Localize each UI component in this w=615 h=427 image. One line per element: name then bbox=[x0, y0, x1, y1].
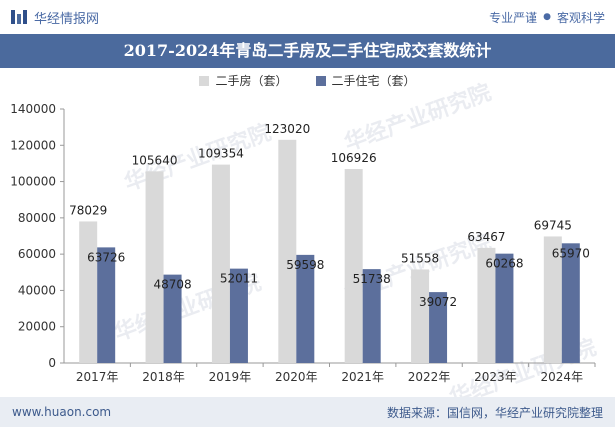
tagline-left: 专业严谨 bbox=[489, 10, 538, 25]
x-tick-label: 2022年 bbox=[408, 370, 451, 384]
footer-url[interactable]: www.huaon.com bbox=[12, 405, 112, 419]
bar-series-1 bbox=[145, 171, 164, 363]
y-tick-label: 40000 bbox=[18, 283, 56, 297]
x-tick-label: 2017年 bbox=[76, 370, 119, 384]
y-tick-label: 80000 bbox=[18, 211, 56, 225]
data-label-series-1: 69745 bbox=[534, 218, 572, 232]
data-label-series-1: 106926 bbox=[331, 151, 377, 165]
y-tick-label: 140000 bbox=[10, 102, 56, 116]
x-tick-label: 2018年 bbox=[142, 370, 185, 384]
y-tick-label: 120000 bbox=[10, 138, 56, 152]
bar-series-2 bbox=[495, 253, 514, 363]
tagline-right: 客观科学 bbox=[556, 10, 605, 25]
x-tick-label: 2024年 bbox=[541, 370, 584, 384]
bar-chart: 0 20000 40000 60000 80000 100000 120000 140000 2… bbox=[10, 102, 596, 384]
legend-swatch-series-2 bbox=[315, 75, 326, 86]
x-tick-label: 2021年 bbox=[341, 370, 384, 384]
logo-icon bbox=[11, 10, 27, 24]
tagline: 专业严谨 ● 客观科学 bbox=[489, 9, 605, 26]
data-label-series-1: 78029 bbox=[69, 203, 107, 217]
bar-series-2 bbox=[429, 292, 448, 363]
dot-icon: ● bbox=[543, 12, 551, 22]
bar-series-1 bbox=[477, 247, 496, 363]
bar-series-2 bbox=[163, 274, 182, 363]
legend-label-series-2: 二手住宅（套） bbox=[331, 74, 416, 88]
bar-series-1 bbox=[211, 164, 230, 363]
data-label-series-2: 60268 bbox=[485, 257, 523, 271]
legend-item-series-2: 二手住宅（套） bbox=[315, 72, 416, 89]
data-label-series-2: 52011 bbox=[220, 272, 258, 286]
legend-label-series-1: 二手房（套） bbox=[215, 74, 288, 88]
data-label-series-2: 48708 bbox=[153, 278, 191, 292]
top-header: 华经情报网 专业严谨 ● 客观科学 bbox=[0, 0, 615, 34]
y-tick-label: 100000 bbox=[10, 175, 56, 189]
y-tick-label: 20000 bbox=[18, 320, 56, 334]
bar-series-2 bbox=[296, 254, 315, 363]
data-label-series-2: 65970 bbox=[552, 246, 590, 260]
y-tick-label: 60000 bbox=[18, 247, 56, 261]
bar-series-2 bbox=[97, 247, 116, 363]
bar-series-2 bbox=[362, 269, 381, 363]
x-tick-label: 2019年 bbox=[209, 370, 252, 384]
x-tick-label: 2020年 bbox=[275, 370, 318, 384]
data-label-series-2: 51738 bbox=[353, 272, 391, 286]
footer-source: 数据来源：国信网，华经产业研究院整理 bbox=[386, 405, 603, 420]
data-label-series-2: 39072 bbox=[419, 295, 457, 309]
brand: 华经情报网 bbox=[10, 8, 99, 27]
data-label-series-2: 63726 bbox=[87, 250, 125, 264]
data-label-series-2: 59598 bbox=[286, 258, 324, 272]
bar-series-2 bbox=[561, 243, 580, 363]
data-label-series-1: 51558 bbox=[401, 251, 439, 265]
bar-series-1 bbox=[411, 269, 430, 363]
x-tick-label: 2023年 bbox=[474, 370, 517, 384]
data-label-series-1: 63467 bbox=[467, 230, 505, 244]
bar-series-1 bbox=[543, 236, 562, 363]
legend-item-series-1: 二手房（套） bbox=[199, 72, 288, 89]
data-label-series-1: 109354 bbox=[198, 147, 244, 161]
bar-series-2 bbox=[229, 268, 248, 363]
brand-name: 华经情报网 bbox=[34, 11, 100, 27]
y-tick-label: 0 bbox=[48, 356, 56, 370]
chart-legend: 二手房（套） 二手住宅（套） bbox=[0, 72, 615, 89]
data-label-series-1: 105640 bbox=[132, 153, 178, 167]
title-bar: 2017-2024年青岛二手房及二手住宅成交套数统计 bbox=[0, 34, 615, 68]
chart-title: 2017-2024年青岛二手房及二手住宅成交套数统计 bbox=[123, 41, 492, 60]
bar-series-1 bbox=[344, 169, 363, 363]
data-label-series-1: 123020 bbox=[264, 122, 310, 136]
bar-series-1 bbox=[278, 139, 297, 363]
footer: www.huaon.com 数据来源：国信网，华经产业研究院整理 bbox=[0, 397, 615, 427]
legend-swatch-series-1 bbox=[199, 75, 210, 86]
bar-series-1 bbox=[79, 221, 98, 363]
